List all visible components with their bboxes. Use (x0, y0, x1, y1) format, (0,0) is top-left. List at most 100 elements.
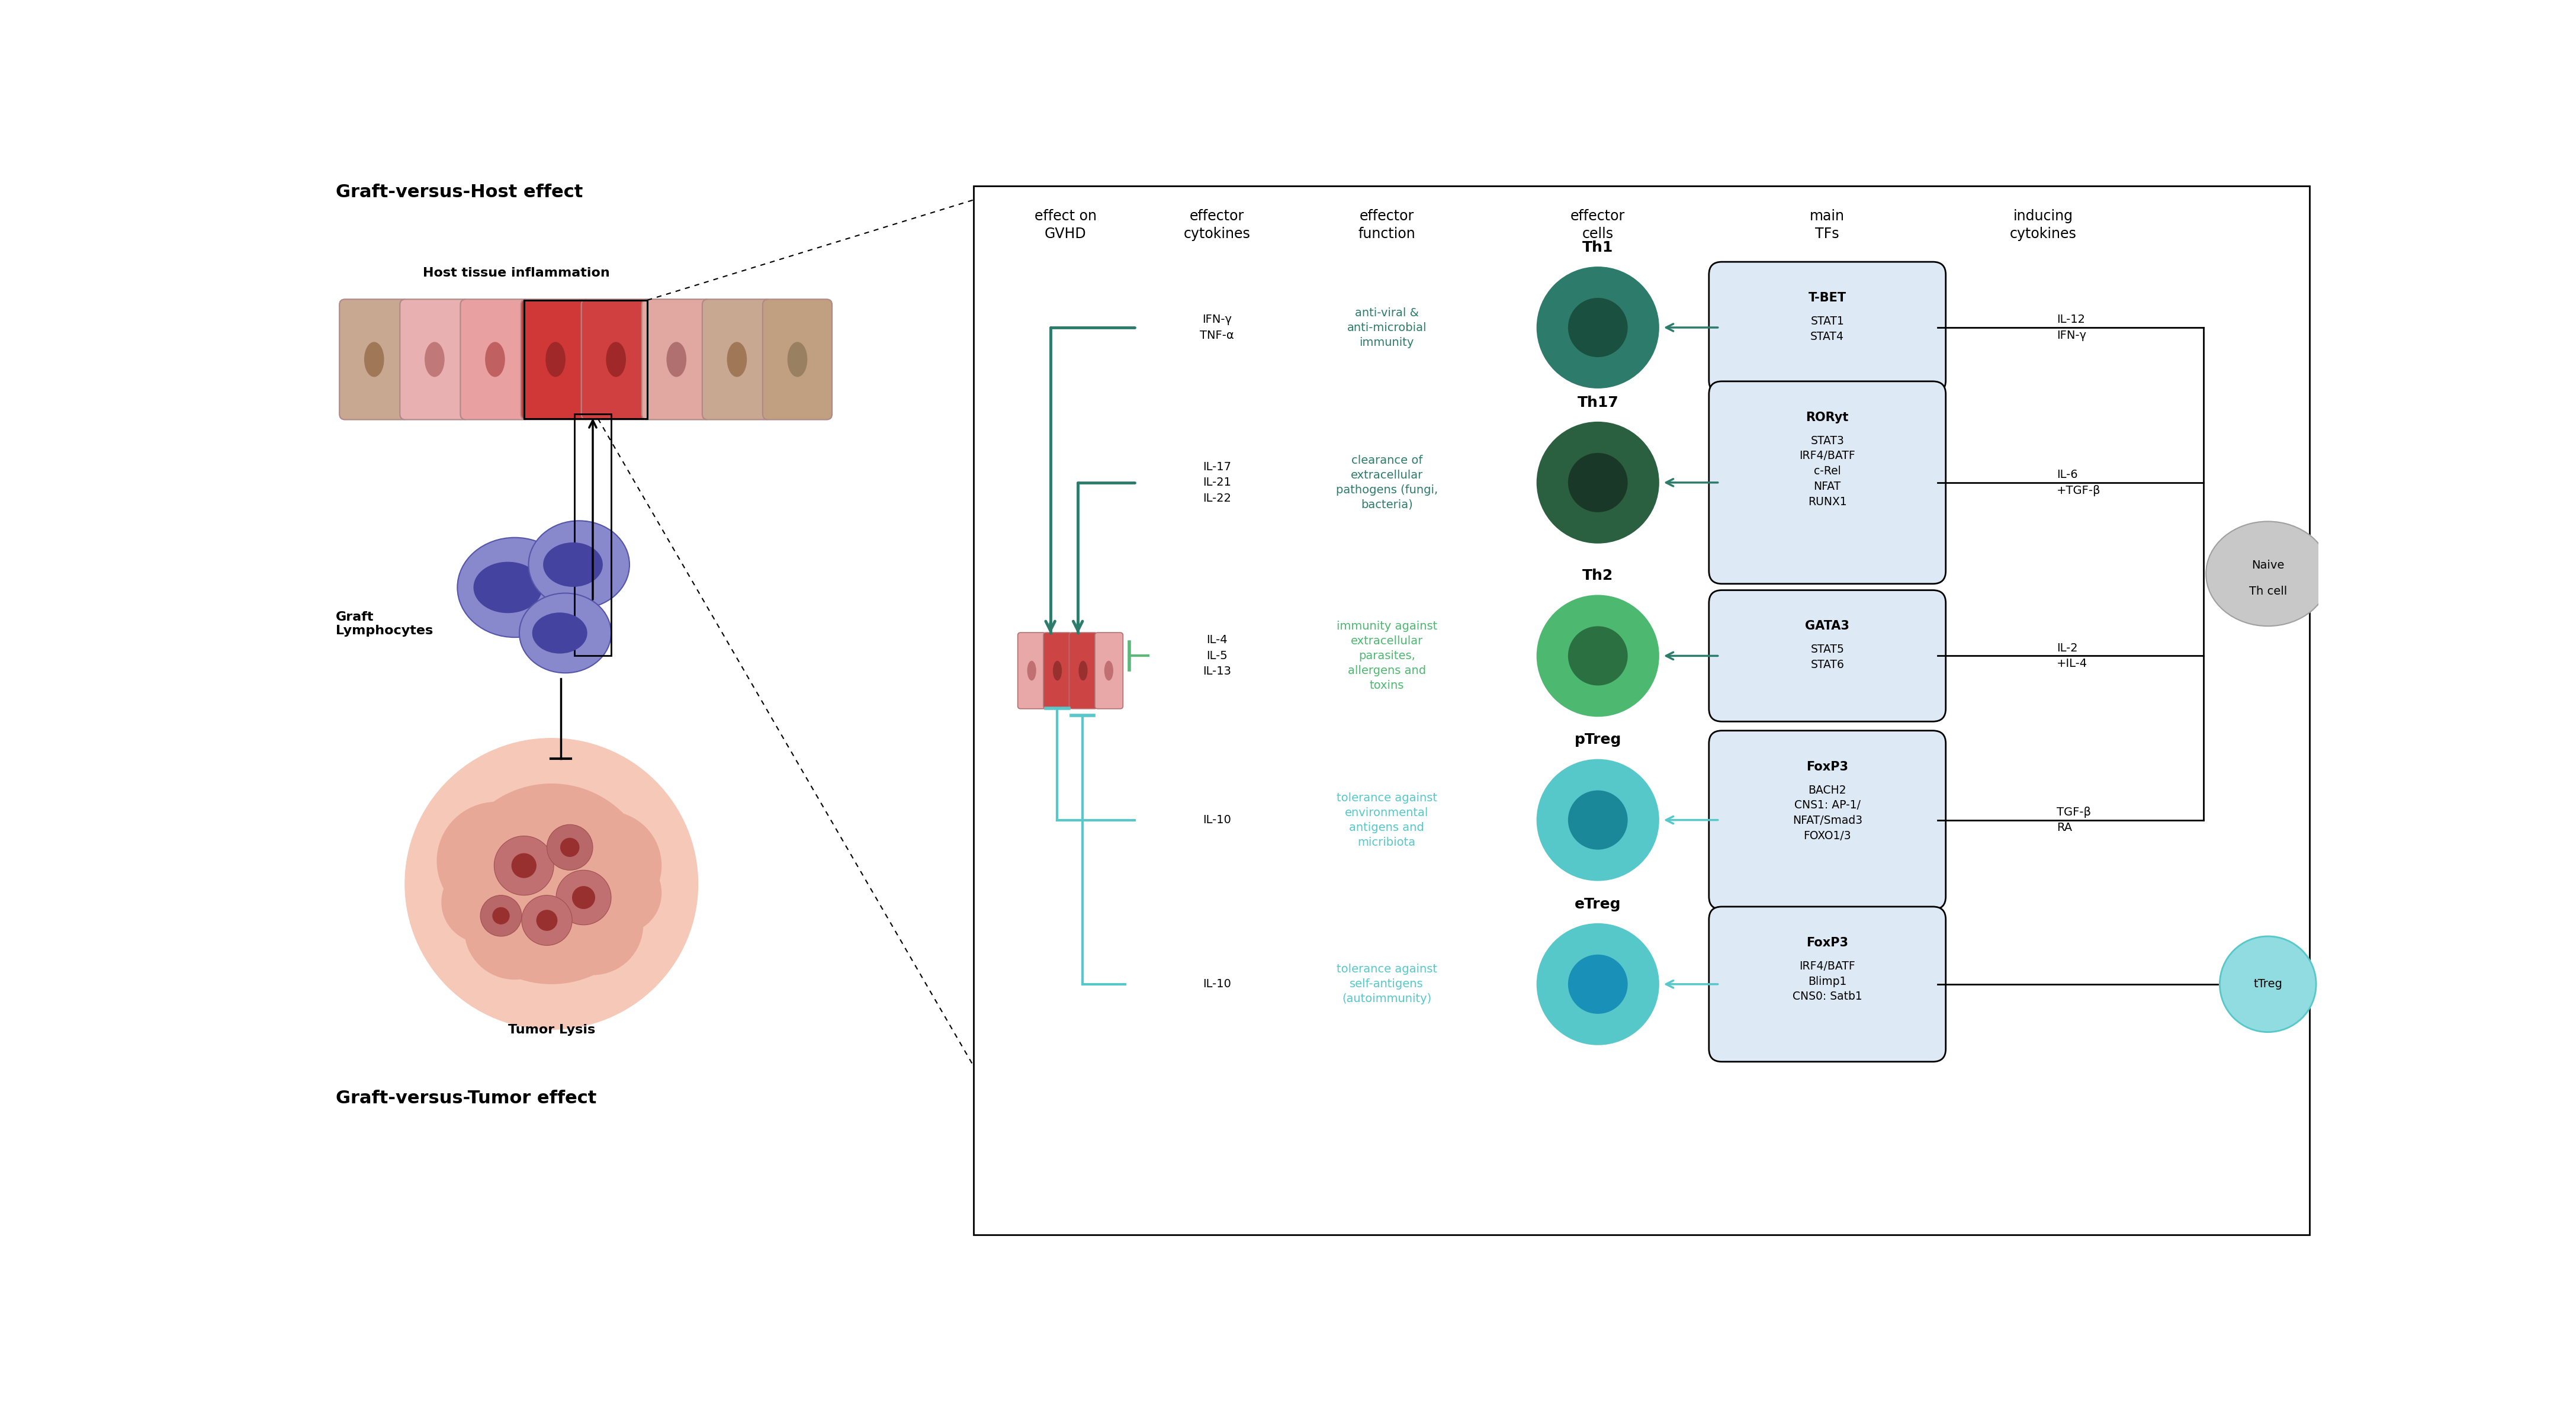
Ellipse shape (363, 342, 384, 377)
Circle shape (551, 811, 662, 920)
Circle shape (580, 852, 662, 934)
FancyBboxPatch shape (1708, 906, 1945, 1062)
Text: IL-2
+IL-4: IL-2 +IL-4 (2056, 643, 2087, 669)
Text: IL-17
IL-21
IL-22: IL-17 IL-21 IL-22 (1203, 462, 1231, 504)
Text: IL-12
IFN-γ: IL-12 IFN-γ (2056, 314, 2087, 341)
Circle shape (440, 861, 523, 943)
Bar (574, 414, 611, 655)
Circle shape (1569, 954, 1628, 1014)
FancyBboxPatch shape (762, 299, 832, 419)
Ellipse shape (544, 543, 603, 586)
Circle shape (438, 801, 556, 920)
Ellipse shape (726, 342, 747, 377)
Circle shape (404, 738, 698, 1030)
Text: tolerance against
self-antigens
(autoimmunity): tolerance against self-antigens (autoimm… (1337, 964, 1437, 1005)
Text: RORyt: RORyt (1806, 411, 1850, 424)
Text: Th1: Th1 (1582, 240, 1613, 254)
Text: Graft-versus-Host effect: Graft-versus-Host effect (335, 184, 582, 201)
FancyBboxPatch shape (703, 299, 773, 419)
Ellipse shape (605, 342, 626, 377)
Ellipse shape (528, 521, 629, 609)
Circle shape (451, 783, 652, 984)
Text: pTreg: pTreg (1574, 732, 1620, 746)
Circle shape (544, 874, 644, 975)
Text: IRF4/BATF
Blimp1
CNS0: Satb1: IRF4/BATF Blimp1 CNS0: Satb1 (1793, 961, 1862, 1002)
Ellipse shape (425, 342, 446, 377)
Circle shape (492, 908, 510, 925)
Ellipse shape (1028, 661, 1036, 680)
FancyBboxPatch shape (1095, 633, 1123, 709)
Text: main
TFs: main TFs (1811, 209, 1844, 241)
Text: Graft
Lymphocytes: Graft Lymphocytes (335, 612, 433, 637)
Circle shape (464, 880, 564, 979)
Text: clearance of
extracellular
pathogens (fungi,
bacteria): clearance of extracellular pathogens (fu… (1337, 455, 1437, 511)
FancyBboxPatch shape (1069, 633, 1097, 709)
FancyBboxPatch shape (582, 299, 652, 419)
Ellipse shape (2205, 522, 2329, 626)
Ellipse shape (788, 342, 806, 377)
Circle shape (505, 783, 598, 874)
Text: TGF-β
RA: TGF-β RA (2056, 807, 2092, 833)
Circle shape (1535, 421, 1659, 544)
Ellipse shape (1105, 661, 1113, 680)
Ellipse shape (474, 561, 544, 613)
FancyBboxPatch shape (520, 299, 590, 419)
Text: Th2: Th2 (1582, 568, 1613, 582)
Circle shape (520, 895, 572, 946)
Circle shape (2221, 936, 2316, 1033)
Text: Th cell: Th cell (2249, 585, 2287, 596)
Circle shape (559, 838, 580, 857)
Circle shape (572, 887, 595, 909)
FancyBboxPatch shape (1708, 731, 1945, 909)
Ellipse shape (667, 342, 685, 377)
Ellipse shape (1079, 661, 1087, 680)
FancyBboxPatch shape (1708, 262, 1945, 393)
Ellipse shape (1054, 661, 1061, 680)
Text: Tumor Lysis: Tumor Lysis (507, 1024, 595, 1035)
Circle shape (1535, 595, 1659, 717)
Bar (974, 187, 2308, 1235)
Circle shape (1535, 759, 1659, 881)
Text: FoxP3: FoxP3 (1806, 937, 1850, 948)
Bar (523, 300, 647, 418)
Text: Host tissue inflammation: Host tissue inflammation (422, 267, 611, 279)
Circle shape (1569, 297, 1628, 358)
Circle shape (556, 870, 611, 925)
Text: eTreg: eTreg (1574, 897, 1620, 911)
Circle shape (1535, 923, 1659, 1045)
Text: IL-10: IL-10 (1203, 978, 1231, 989)
Circle shape (1535, 267, 1659, 389)
FancyBboxPatch shape (1708, 382, 1945, 584)
Text: BACH2
CNS1: AP-1/
NFAT/Smad3
FOXO1/3: BACH2 CNS1: AP-1/ NFAT/Smad3 FOXO1/3 (1793, 784, 1862, 842)
FancyBboxPatch shape (399, 299, 469, 419)
Text: FoxP3: FoxP3 (1806, 760, 1850, 773)
FancyBboxPatch shape (1018, 633, 1046, 709)
Circle shape (479, 895, 520, 936)
Text: STAT3
IRF4/BATF
c-Rel
NFAT
RUNX1: STAT3 IRF4/BATF c-Rel NFAT RUNX1 (1798, 435, 1855, 508)
Text: inducing
cytokines: inducing cytokines (2009, 209, 2076, 241)
Text: STAT5
STAT6: STAT5 STAT6 (1811, 644, 1844, 671)
Text: IFN-γ
TNF-α: IFN-γ TNF-α (1200, 314, 1234, 341)
Ellipse shape (520, 593, 611, 673)
Text: Th17: Th17 (1577, 396, 1618, 410)
Circle shape (1569, 790, 1628, 850)
FancyBboxPatch shape (1043, 633, 1072, 709)
Ellipse shape (546, 342, 567, 377)
Text: tTreg: tTreg (2254, 978, 2282, 989)
Circle shape (1569, 453, 1628, 512)
Text: IL-4
IL-5
IL-13: IL-4 IL-5 IL-13 (1203, 634, 1231, 678)
Ellipse shape (459, 537, 572, 637)
Text: anti-viral &
anti-microbial
immunity: anti-viral & anti-microbial immunity (1347, 307, 1427, 348)
Circle shape (513, 853, 536, 878)
Text: effector
function: effector function (1358, 209, 1414, 241)
Text: effect on
GVHD: effect on GVHD (1036, 209, 1097, 241)
FancyBboxPatch shape (641, 299, 711, 419)
Circle shape (1569, 626, 1628, 686)
Text: tolerance against
environmental
antigens and
micribiota: tolerance against environmental antigens… (1337, 793, 1437, 847)
FancyBboxPatch shape (461, 299, 531, 419)
Text: Naive: Naive (2251, 560, 2285, 571)
Ellipse shape (484, 342, 505, 377)
FancyBboxPatch shape (1708, 591, 1945, 721)
Text: T-BET: T-BET (1808, 292, 1847, 304)
Circle shape (546, 825, 592, 870)
